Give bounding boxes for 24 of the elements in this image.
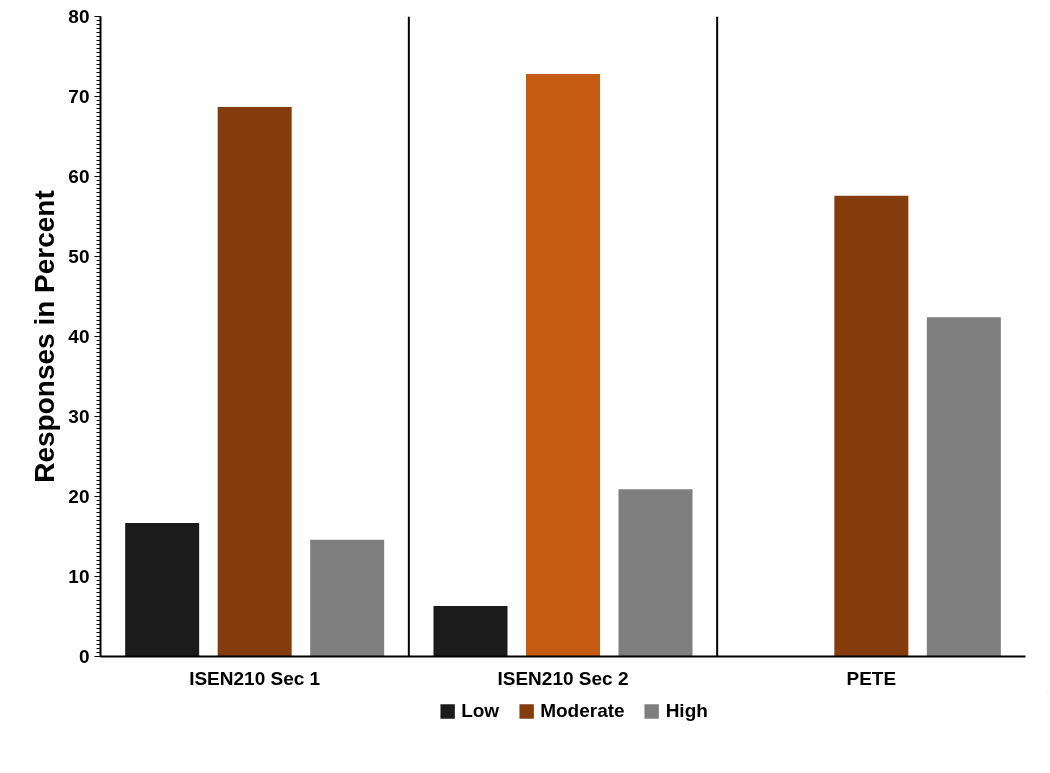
y-axis-title: Responses in Percent bbox=[29, 190, 61, 483]
y-tick-label: 40 bbox=[68, 326, 90, 347]
y-tick-label: 50 bbox=[68, 246, 90, 267]
x-tick-label: PETE bbox=[846, 667, 897, 689]
bar bbox=[618, 489, 693, 657]
bar bbox=[125, 522, 200, 657]
legend-label: Low bbox=[461, 700, 500, 722]
bar bbox=[834, 195, 909, 657]
y-tick-label: 30 bbox=[68, 406, 90, 427]
y-tick-label: 60 bbox=[68, 166, 90, 187]
bar bbox=[310, 539, 385, 657]
legend-label: Moderate bbox=[540, 700, 625, 722]
bar bbox=[526, 74, 600, 657]
x-tick-label: ISEN210 Sec 1 bbox=[189, 667, 321, 689]
y-tick-label: 0 bbox=[78, 646, 90, 667]
y-tick-label: 70 bbox=[68, 86, 90, 107]
x-tick-label: ISEN210 Sec 2 bbox=[497, 667, 629, 689]
y-tick-label: 80 bbox=[68, 6, 90, 27]
bar bbox=[433, 606, 508, 657]
bar bbox=[217, 106, 292, 657]
y-tick-label: 20 bbox=[68, 486, 90, 507]
y-tick-label: 10 bbox=[68, 566, 90, 587]
bar bbox=[926, 317, 1001, 657]
legend-label: High bbox=[665, 700, 708, 722]
